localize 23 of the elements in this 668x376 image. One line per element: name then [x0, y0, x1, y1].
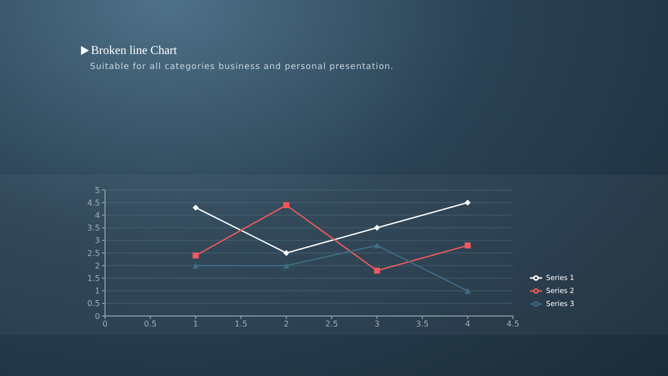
y-tick-label: 2 — [94, 261, 100, 270]
x-tick-label: 2.5 — [325, 320, 338, 329]
y-tick-label: 0 — [94, 312, 100, 321]
chart-subtitle: Suitable for all categories business and personal presentation. — [90, 62, 394, 72]
y-tick-label: 4 — [94, 211, 100, 220]
y-tick-label: 4.5 — [87, 198, 100, 208]
y-tick-label: 1.5 — [87, 274, 100, 284]
y-tick-label: 3 — [94, 236, 100, 246]
x-tick-label: 0 — [102, 320, 108, 329]
x-tick-label: 1.5 — [234, 320, 248, 329]
x-tick-label: 0.5 — [144, 320, 157, 329]
y-tick-label: 1 — [94, 286, 100, 296]
x-tick-label: 3 — [374, 320, 380, 329]
x-tick-label: 3.5 — [416, 320, 429, 329]
chart-title: Broken line Chart — [91, 43, 177, 58]
y-tick-label: 5 — [94, 186, 100, 195]
y-tick-label: 0.5 — [87, 299, 100, 308]
x-tick-label: 2 — [284, 320, 289, 329]
y-tick-label: 3.5 — [87, 224, 100, 233]
x-tick-label: 4 — [465, 320, 470, 329]
y-tick-label: 2.5 — [87, 248, 100, 258]
x-tick-label: 4.5 — [506, 320, 520, 329]
x-tick-label: 1 — [193, 320, 198, 329]
